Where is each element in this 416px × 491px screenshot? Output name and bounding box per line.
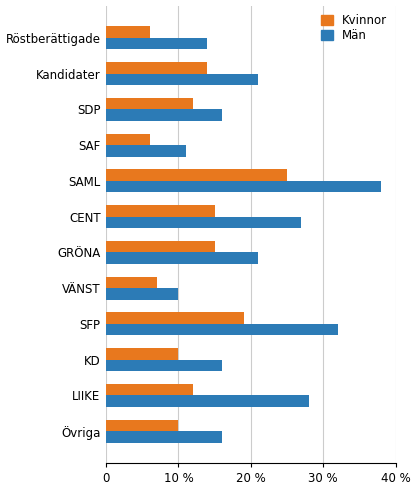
Bar bbox=[106, 395, 309, 407]
Legend: Kvinnor, Män: Kvinnor, Män bbox=[319, 11, 390, 45]
Bar bbox=[106, 134, 149, 145]
Bar bbox=[106, 205, 215, 217]
Bar bbox=[106, 348, 178, 359]
Bar bbox=[106, 277, 157, 288]
Bar bbox=[106, 420, 178, 431]
Bar bbox=[106, 324, 338, 335]
Bar bbox=[106, 38, 208, 49]
Bar bbox=[106, 62, 208, 74]
Bar bbox=[106, 181, 381, 192]
Bar bbox=[106, 98, 193, 109]
Bar bbox=[106, 312, 244, 324]
Bar bbox=[106, 241, 215, 252]
Bar bbox=[106, 145, 186, 157]
Bar bbox=[106, 288, 178, 300]
Bar bbox=[106, 109, 222, 121]
Bar bbox=[106, 27, 149, 38]
Bar bbox=[106, 217, 302, 228]
Bar bbox=[106, 384, 193, 395]
Bar bbox=[106, 431, 222, 442]
Bar bbox=[106, 169, 287, 181]
Bar bbox=[106, 252, 258, 264]
Bar bbox=[106, 359, 222, 371]
Bar bbox=[106, 74, 258, 85]
